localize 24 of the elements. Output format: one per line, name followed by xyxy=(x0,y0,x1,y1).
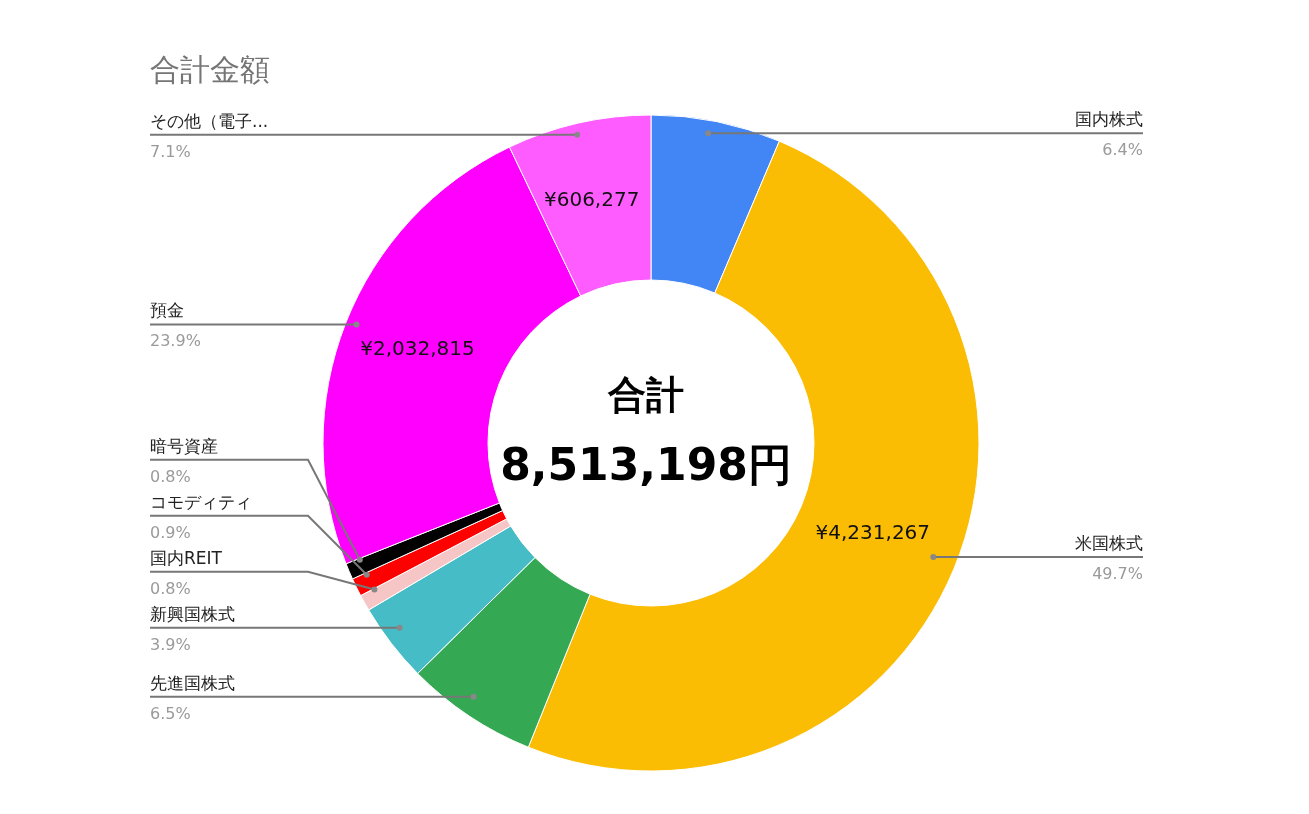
data-label: 6.4% xyxy=(1102,140,1143,160)
slice-label: 国内REIT xyxy=(150,547,223,568)
slice-label: 米国株式 xyxy=(1075,533,1143,554)
data-label: 0.8% xyxy=(150,466,191,486)
slice-label: 預金 xyxy=(150,300,184,321)
slice-label: その他（電子... xyxy=(150,110,269,131)
data-label: 0.8% xyxy=(150,578,191,598)
data-label: 23.9% xyxy=(150,331,201,351)
chart-title: 合計金額 xyxy=(150,51,270,89)
slice-label: 新興国株式 xyxy=(150,603,235,624)
text: 8,513,198円 xyxy=(500,439,792,490)
data-label: 7.1% xyxy=(150,141,191,161)
data-label: 0.9% xyxy=(150,522,191,542)
slice-label: コモディティ xyxy=(150,491,252,512)
slice-label: 国内株式 xyxy=(1075,109,1143,130)
slice-label: 先進国株式 xyxy=(150,672,235,693)
text: 合計 xyxy=(607,373,684,417)
slice-label: 暗号資産 xyxy=(150,435,218,456)
data-label: 6.5% xyxy=(150,703,191,723)
data-label: 49.7% xyxy=(1092,564,1143,584)
text: ¥4,231,267 xyxy=(815,519,931,544)
text: ¥2,032,815 xyxy=(360,336,475,361)
text: ¥606,277 xyxy=(543,186,640,211)
data-label: 3.9% xyxy=(150,634,191,654)
